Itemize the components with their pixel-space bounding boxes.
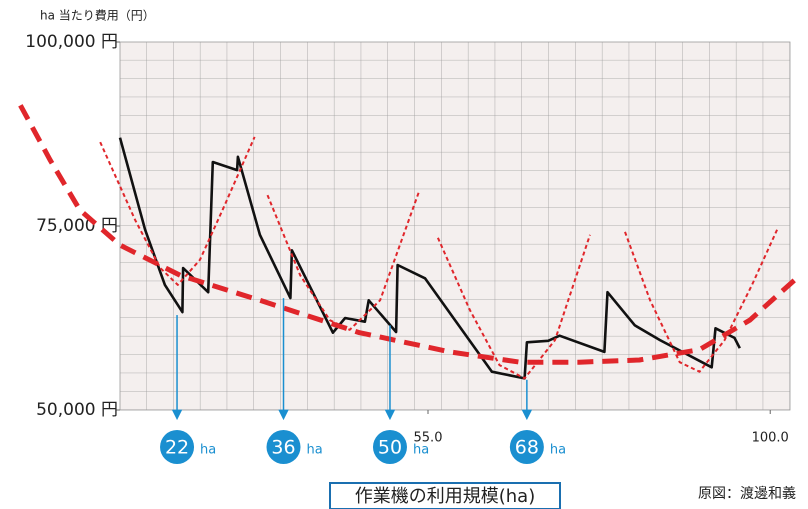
annotation-unit: ha xyxy=(413,443,429,458)
series-line xyxy=(18,104,802,365)
annotation-label: 68 xyxy=(515,437,539,459)
annotation-badge xyxy=(266,430,301,464)
x-axis-label-box xyxy=(329,482,561,509)
annotation-label: 22 xyxy=(165,437,189,459)
y-axis-label: ha 当たり費用（円） xyxy=(40,8,155,23)
x-tick-label: 55.0 xyxy=(414,431,443,446)
annotation-unit: ha xyxy=(550,443,566,458)
y-tick-label: 100,000 円 xyxy=(25,32,118,52)
y-tick-label: 75,000 円 xyxy=(36,216,118,236)
series-line xyxy=(118,137,741,380)
source: 原図：渡邊和義 xyxy=(698,485,796,502)
annotation-badge xyxy=(160,430,195,464)
annotation-label: 50 xyxy=(378,437,402,459)
y-tick-label: 50,000 円 xyxy=(36,400,118,420)
annotation-badge xyxy=(509,430,544,464)
annotation-label: 36 xyxy=(271,437,295,459)
annotation-unit: ha xyxy=(200,443,216,458)
x-tick-label: 100.0 xyxy=(752,431,789,446)
series-line xyxy=(99,136,779,380)
annotation-unit: ha xyxy=(307,443,323,458)
annotation-badge xyxy=(372,430,407,464)
x-axis-label: 作業機の利用規模(ha) xyxy=(355,486,535,507)
